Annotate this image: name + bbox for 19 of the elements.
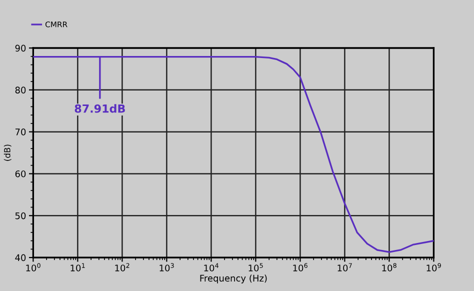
x-tick-label: 10$^{9}$ [426,263,441,272]
y-tick-label: 50 [15,212,26,220]
y-tick-label: 90 [15,44,26,52]
x-tick-label: 10$^{8}$ [382,263,396,272]
x-tick-label: 10$^{6}$ [293,263,308,272]
x-tick-label: 10$^{0}$ [26,263,40,272]
y-tick-label: 70 [15,128,26,136]
x-tick-label: 10$^{5}$ [248,263,263,272]
x-tick-label: 10$^{2}$ [115,263,130,272]
x-tick-label: 10$^{4}$ [204,263,218,272]
y-tick-label: 40 [15,254,26,262]
x-tick-label: 10$^{7}$ [338,263,352,272]
y-tick-label: 60 [15,170,26,178]
x-tick-label: 10$^{3}$ [160,263,174,272]
annotation: 87.91dB [74,104,125,113]
x-tick-label: 10$^{1}$ [70,263,85,272]
y-axis-title: (dB) [4,144,12,161]
y-tick-label: 80 [15,86,26,94]
x-axis-title: Frequency (Hz) [200,274,267,284]
